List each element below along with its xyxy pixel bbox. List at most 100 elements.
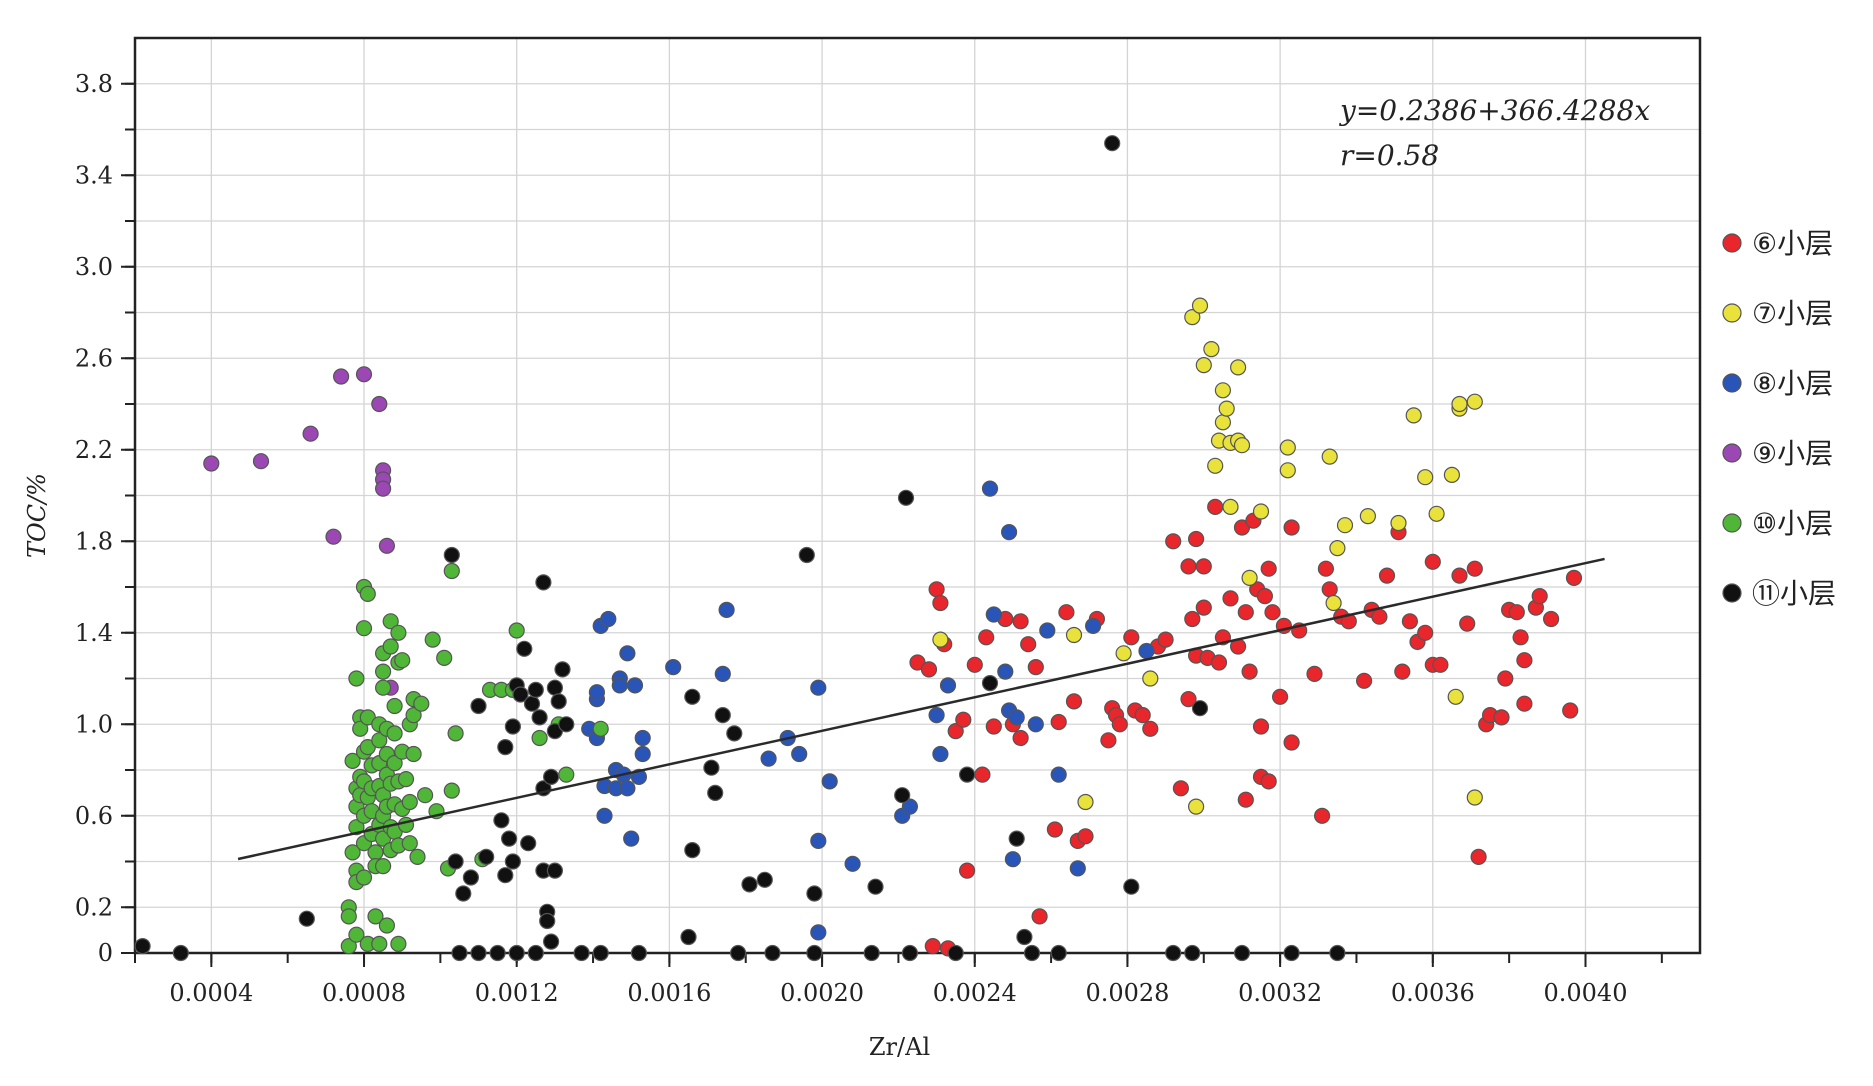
data-point (1466, 560, 1483, 577)
data-point (1000, 523, 1018, 541)
data-point (932, 745, 949, 763)
data-point (684, 688, 701, 705)
data-point (1214, 414, 1232, 431)
x-tick-label: 0.0040 (1543, 979, 1627, 1007)
data-point (1470, 848, 1487, 866)
data-point (981, 674, 999, 692)
data-point (630, 944, 648, 962)
data-point (596, 807, 613, 824)
legend-label: ⑩小层 (1752, 507, 1833, 540)
data-point (375, 857, 392, 875)
data-point (966, 656, 983, 673)
data-point (665, 658, 682, 676)
data-point (333, 368, 350, 385)
data-point (1065, 626, 1083, 644)
data-point (1004, 851, 1022, 868)
data-point (1207, 498, 1224, 515)
data-point (1008, 830, 1025, 847)
data-point (1359, 507, 1377, 525)
data-point (1542, 610, 1560, 628)
data-point (508, 622, 525, 639)
data-point (1172, 780, 1190, 797)
data-point (1313, 807, 1331, 824)
y-axis-title: TOC/% (23, 473, 51, 558)
data-point (1329, 539, 1346, 557)
data-point (531, 709, 548, 726)
data-point (409, 848, 426, 866)
data-point (397, 816, 415, 834)
data-point (1371, 608, 1388, 625)
data-point (810, 924, 827, 941)
data-point (1355, 672, 1373, 689)
data-point (634, 729, 651, 747)
legend-marker (1722, 233, 1742, 253)
legend-label: ⑨小层 (1752, 437, 1833, 470)
data-point (1084, 617, 1102, 635)
series-group (932, 297, 1483, 815)
data-point (958, 862, 976, 879)
data-point (504, 853, 522, 870)
data-point (1027, 658, 1044, 676)
data-point (1050, 766, 1067, 783)
legend-label: ⑥小层 (1752, 227, 1833, 260)
data-point (1187, 530, 1205, 548)
x-axis-title: Zr/Al (869, 1033, 930, 1061)
data-point (1138, 642, 1155, 660)
y-tick-label: 0.6 (75, 802, 113, 830)
data-point (1424, 553, 1441, 570)
data-point (1233, 944, 1251, 962)
data-point (1321, 448, 1338, 465)
data-point (1008, 709, 1025, 726)
data-point (1241, 569, 1258, 587)
legend-label: ⑪小层 (1752, 577, 1836, 610)
data-point (1077, 793, 1094, 811)
data-point (1443, 466, 1461, 483)
data-point (344, 844, 361, 861)
data-point (1195, 558, 1212, 575)
data-point (1191, 700, 1209, 717)
data-point (1432, 656, 1449, 673)
data-point (1229, 359, 1247, 376)
data-point (462, 869, 479, 886)
data-point (1417, 469, 1434, 486)
correlation-coefficient: r=0.58 (1340, 139, 1439, 172)
data-point (741, 876, 758, 893)
data-point (1069, 860, 1086, 877)
data-point (1252, 503, 1270, 520)
data-point (558, 716, 575, 733)
data-point (508, 944, 525, 962)
data-point (867, 878, 884, 895)
x-tick-label: 0.0024 (933, 979, 1017, 1007)
data-point (1180, 558, 1197, 575)
data-point (371, 935, 388, 953)
legend-label: ⑧小层 (1752, 367, 1833, 400)
data-point (405, 706, 422, 724)
data-point (764, 944, 781, 962)
data-point (1077, 828, 1094, 845)
data-point (1451, 395, 1468, 413)
data-point (504, 718, 522, 735)
data-point (546, 862, 564, 879)
data-point (619, 645, 636, 662)
data-point (928, 706, 945, 724)
data-point (355, 620, 373, 637)
data-point (470, 944, 487, 962)
data-point (436, 649, 453, 667)
data-point (1516, 695, 1533, 712)
data-point (382, 613, 399, 630)
data-point (1012, 729, 1029, 747)
data-point (947, 722, 964, 740)
data-point (451, 944, 468, 962)
axes: 0 0.2 0.6 1.0 1.4 1.8 2.2 2.6 3.0 3.4 3.8 0.0004 0.0… (75, 70, 1663, 1007)
y-tick-label: 2.6 (75, 344, 113, 372)
data-point (1237, 791, 1254, 808)
data-point (592, 720, 609, 737)
data-point (1317, 560, 1335, 577)
data-point (1039, 622, 1056, 639)
data-point (1401, 613, 1419, 630)
data-point (798, 546, 815, 564)
y-tick-label: 0 (98, 939, 113, 967)
data-point (367, 908, 384, 925)
data-point (252, 453, 270, 470)
